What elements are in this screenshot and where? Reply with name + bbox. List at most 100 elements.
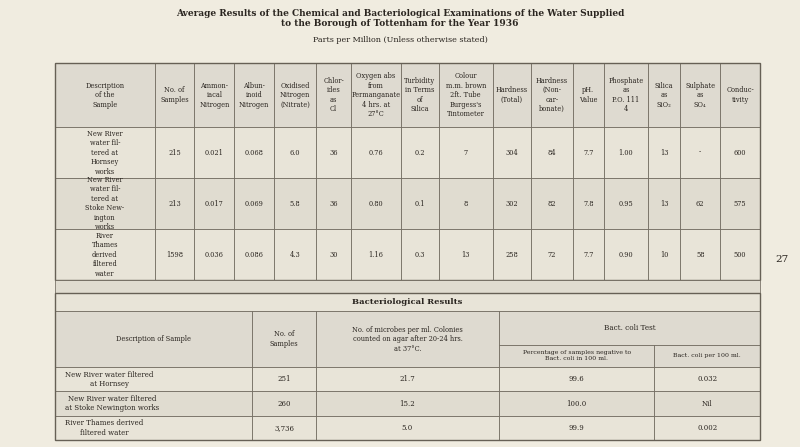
Bar [234,127,274,178]
Text: 0.036: 0.036 [205,250,224,258]
Bar [401,127,439,178]
Text: 0.3: 0.3 [414,250,425,258]
Bar [194,127,234,178]
Text: 5.0: 5.0 [402,424,413,432]
Bar [680,178,720,229]
Text: No. of microbes per ml. Colonies
counted on agar after 20-24 hrs.
at 37°C.: No. of microbes per ml. Colonies counted… [352,325,463,353]
Bar [654,392,760,416]
Text: 0.032: 0.032 [697,375,717,383]
Text: -: - [699,148,702,156]
Bar [604,63,648,127]
Text: 84: 84 [548,148,556,156]
Bar [154,229,194,280]
Text: 3,736: 3,736 [274,424,294,432]
Bar [573,63,604,127]
Text: 30: 30 [330,250,338,258]
Bar [55,178,154,229]
Bar [531,127,573,178]
Text: 7.8: 7.8 [583,199,594,207]
Bar [316,311,499,367]
Text: 100.0: 100.0 [566,400,587,408]
Text: New River water filtered
at Stoke Newington works: New River water filtered at Stoke Newing… [65,395,159,412]
Text: New River
water fil-
tered at
Stoke New-
ington
works: New River water fil- tered at Stoke New-… [86,176,124,231]
Text: 1598: 1598 [166,250,183,258]
Text: Percentage of samples negative to
Bact. coli in 100 ml.: Percentage of samples negative to Bact. … [522,350,631,361]
Text: 213: 213 [168,199,181,207]
Text: 258: 258 [506,250,518,258]
Bar [499,367,654,392]
Bar [316,367,499,392]
Bar [493,178,531,229]
Text: 304: 304 [506,148,518,156]
Bar [350,63,401,127]
Bar [401,63,439,127]
Bar [274,229,316,280]
Bar [194,178,234,229]
Bar [654,367,760,392]
Bar [439,229,493,280]
Bar [531,229,573,280]
Bar [55,293,760,311]
Text: 36: 36 [330,199,338,207]
Text: Colour
m.m. brown
2ft. Tube
Burgess's
Tintometer: Colour m.m. brown 2ft. Tube Burgess's Ti… [446,72,486,118]
Bar [499,416,654,440]
Text: 82: 82 [548,199,556,207]
Bar [274,178,316,229]
Text: 72: 72 [548,250,556,258]
Bar [234,63,274,127]
Bar [604,178,648,229]
Text: 575: 575 [734,199,746,207]
Text: 0.021: 0.021 [205,148,224,156]
Text: 5.8: 5.8 [290,199,301,207]
Bar [493,63,531,127]
Bar [55,229,154,280]
Bar [493,127,531,178]
Text: 0.80: 0.80 [368,199,383,207]
Bar [316,392,499,416]
Bar [439,63,493,127]
Bar [720,127,760,178]
Bar [573,229,604,280]
Bar [274,63,316,127]
Text: to the Borough of Tottenham for the Year 1936: to the Borough of Tottenham for the Year… [282,20,518,29]
Text: New River
water fil-
tered at
Hornsey
works: New River water fil- tered at Hornsey wo… [87,130,122,176]
Text: Turbidity
in Terms
of
Silica: Turbidity in Terms of Silica [404,77,435,113]
Text: 7.7: 7.7 [583,148,594,156]
Bar [253,311,316,367]
Text: 0.76: 0.76 [368,148,383,156]
Bar [154,127,194,178]
Bar [648,229,680,280]
Text: 0.068: 0.068 [245,148,264,156]
Text: 21.7: 21.7 [400,375,415,383]
Bar [680,127,720,178]
Text: 10: 10 [660,250,668,258]
Text: 13: 13 [660,148,669,156]
Text: Nil: Nil [702,400,712,408]
Bar [55,416,253,440]
Text: 62: 62 [696,199,705,207]
Bar [720,229,760,280]
Text: 6.0: 6.0 [290,148,301,156]
Bar [55,63,760,280]
Bar [316,127,350,178]
Text: 0.2: 0.2 [414,148,425,156]
Text: Description of Sample: Description of Sample [116,335,191,343]
Text: 4.3: 4.3 [290,250,301,258]
Bar [401,229,439,280]
Text: Hardness
(Non-
car-
bonate): Hardness (Non- car- bonate) [536,77,568,113]
Text: Sulphate
as
SO₄: Sulphate as SO₄ [685,81,715,109]
Text: Albun-
inoid
Nitrogen: Albun- inoid Nitrogen [239,81,270,109]
Text: 302: 302 [506,199,518,207]
Bar [253,392,316,416]
Text: 15.2: 15.2 [400,400,415,408]
Text: Parts per Million (Unless otherwise stated): Parts per Million (Unless otherwise stat… [313,36,487,44]
Bar [253,367,316,392]
Bar [55,280,760,293]
Bar [316,229,350,280]
Text: River Thames derived
filtered water: River Thames derived filtered water [65,419,143,437]
Bar [499,392,654,416]
Text: 0.90: 0.90 [618,250,634,258]
Text: Bacteriological Results: Bacteriological Results [352,298,462,306]
Text: 251: 251 [278,375,291,383]
Bar [253,416,316,440]
